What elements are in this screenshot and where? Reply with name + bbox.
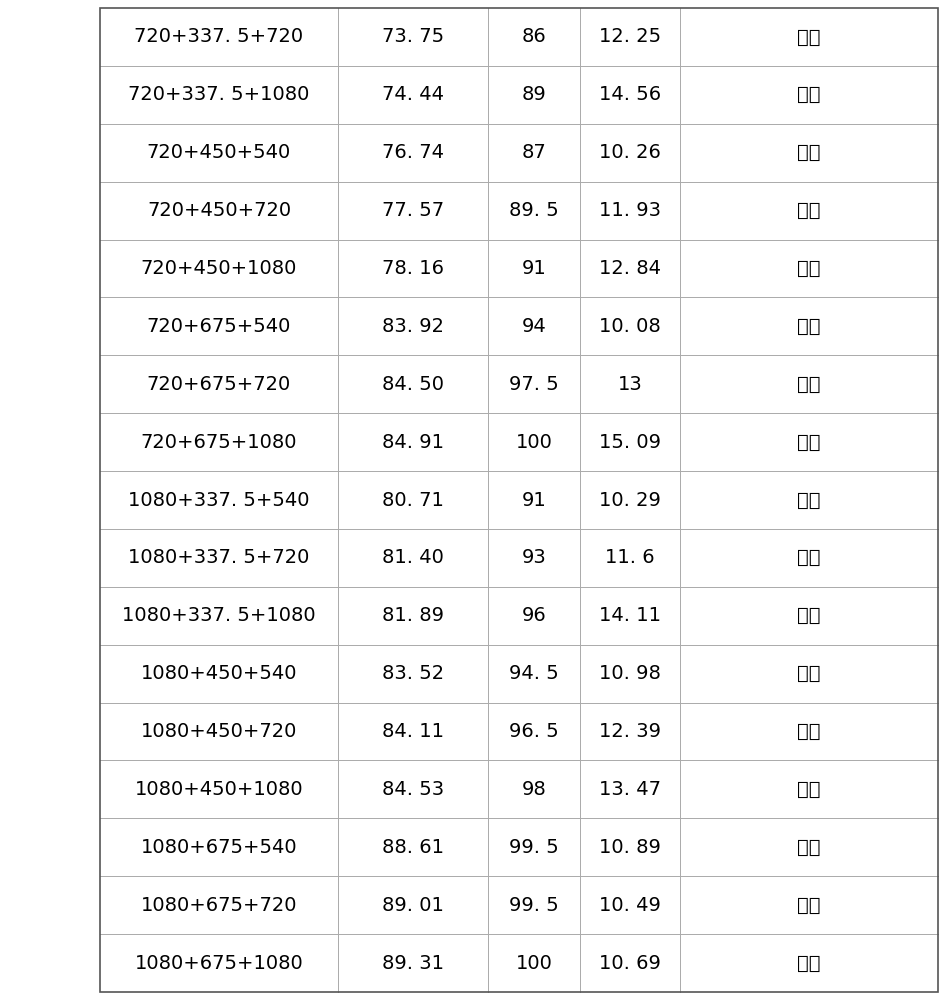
Text: 83. 52: 83. 52 xyxy=(382,664,444,683)
Text: 720+337. 5+720: 720+337. 5+720 xyxy=(135,27,303,46)
Text: 增效: 增效 xyxy=(797,664,821,683)
Text: 1080+337. 5+1080: 1080+337. 5+1080 xyxy=(122,606,316,625)
Text: 13. 47: 13. 47 xyxy=(599,780,661,799)
Text: 100: 100 xyxy=(516,954,553,973)
Text: 1080+337. 5+540: 1080+337. 5+540 xyxy=(128,490,310,510)
Text: 720+450+540: 720+450+540 xyxy=(147,143,291,162)
Text: 增效: 增效 xyxy=(797,317,821,336)
Text: 1080+675+540: 1080+675+540 xyxy=(140,838,298,857)
Text: 93: 93 xyxy=(521,548,546,567)
Text: 720+450+1080: 720+450+1080 xyxy=(141,259,297,278)
Text: 100: 100 xyxy=(516,433,553,452)
Text: 99. 5: 99. 5 xyxy=(509,896,559,915)
Text: 720+675+1080: 720+675+1080 xyxy=(140,433,298,452)
Text: 10. 69: 10. 69 xyxy=(599,954,661,973)
Text: 增效: 增效 xyxy=(797,433,821,452)
Text: 10. 49: 10. 49 xyxy=(599,896,661,915)
Text: 720+675+540: 720+675+540 xyxy=(147,317,291,336)
Text: 77. 57: 77. 57 xyxy=(382,201,444,220)
Text: 720+450+720: 720+450+720 xyxy=(147,201,291,220)
Text: 1080+337. 5+720: 1080+337. 5+720 xyxy=(128,548,310,567)
Text: 89. 31: 89. 31 xyxy=(382,954,444,973)
Text: 86: 86 xyxy=(521,27,546,46)
Text: 83. 92: 83. 92 xyxy=(382,317,444,336)
Text: 720+675+720: 720+675+720 xyxy=(147,375,291,394)
Text: 91: 91 xyxy=(521,490,546,510)
Text: 76. 74: 76. 74 xyxy=(382,143,444,162)
Text: 84. 53: 84. 53 xyxy=(382,780,444,799)
Text: 96: 96 xyxy=(521,606,546,625)
Text: 87: 87 xyxy=(521,143,546,162)
Text: 81. 89: 81. 89 xyxy=(382,606,444,625)
Text: 74. 44: 74. 44 xyxy=(382,85,444,104)
Text: 11. 93: 11. 93 xyxy=(599,201,661,220)
Text: 96. 5: 96. 5 xyxy=(509,722,559,741)
Text: 91: 91 xyxy=(521,259,546,278)
Text: 11. 6: 11. 6 xyxy=(605,548,655,567)
Text: 89. 5: 89. 5 xyxy=(509,201,559,220)
Text: 增效: 增效 xyxy=(797,548,821,567)
Text: 增效: 增效 xyxy=(797,259,821,278)
Text: 10. 98: 10. 98 xyxy=(599,664,661,683)
Text: 增效: 增效 xyxy=(797,490,821,510)
Text: 78. 16: 78. 16 xyxy=(382,259,444,278)
Text: 99. 5: 99. 5 xyxy=(509,838,559,857)
Text: 84. 91: 84. 91 xyxy=(382,433,444,452)
Text: 98: 98 xyxy=(521,780,546,799)
Text: 1080+675+1080: 1080+675+1080 xyxy=(135,954,303,973)
Text: 13: 13 xyxy=(618,375,643,394)
Text: 增效: 增效 xyxy=(797,143,821,162)
Text: 84. 50: 84. 50 xyxy=(382,375,444,394)
Text: 89. 01: 89. 01 xyxy=(382,896,444,915)
Bar xyxy=(100,8,938,992)
Text: 80. 71: 80. 71 xyxy=(382,490,444,510)
Text: 89: 89 xyxy=(521,85,546,104)
Text: 81. 40: 81. 40 xyxy=(382,548,444,567)
Text: 1080+675+720: 1080+675+720 xyxy=(140,896,298,915)
Text: 12. 39: 12. 39 xyxy=(599,722,661,741)
Text: 10. 08: 10. 08 xyxy=(599,317,661,336)
Text: 94. 5: 94. 5 xyxy=(509,664,559,683)
Text: 1080+450+1080: 1080+450+1080 xyxy=(135,780,303,799)
Text: 12. 84: 12. 84 xyxy=(599,259,661,278)
Text: 720+337. 5+1080: 720+337. 5+1080 xyxy=(128,85,310,104)
Text: 增效: 增效 xyxy=(797,896,821,915)
Text: 14. 11: 14. 11 xyxy=(599,606,661,625)
Text: 增效: 增效 xyxy=(797,375,821,394)
Text: 增效: 增效 xyxy=(797,85,821,104)
Text: 增效: 增效 xyxy=(797,954,821,973)
Text: 1080+450+720: 1080+450+720 xyxy=(141,722,297,741)
Text: 增效: 增效 xyxy=(797,780,821,799)
Text: 增效: 增效 xyxy=(797,722,821,741)
Text: 增效: 增效 xyxy=(797,606,821,625)
Text: 增效: 增效 xyxy=(797,838,821,857)
Text: 15. 09: 15. 09 xyxy=(599,433,661,452)
Text: 97. 5: 97. 5 xyxy=(509,375,559,394)
Text: 增效: 增效 xyxy=(797,201,821,220)
Text: 94: 94 xyxy=(521,317,546,336)
Text: 10. 26: 10. 26 xyxy=(599,143,661,162)
Text: 73. 75: 73. 75 xyxy=(382,27,444,46)
Text: 10. 29: 10. 29 xyxy=(599,490,661,510)
Text: 88. 61: 88. 61 xyxy=(382,838,444,857)
Text: 增效: 增效 xyxy=(797,27,821,46)
Text: 10. 89: 10. 89 xyxy=(599,838,661,857)
Text: 12. 25: 12. 25 xyxy=(599,27,661,46)
Text: 14. 56: 14. 56 xyxy=(599,85,661,104)
Text: 1080+450+540: 1080+450+540 xyxy=(140,664,298,683)
Text: 84. 11: 84. 11 xyxy=(382,722,444,741)
